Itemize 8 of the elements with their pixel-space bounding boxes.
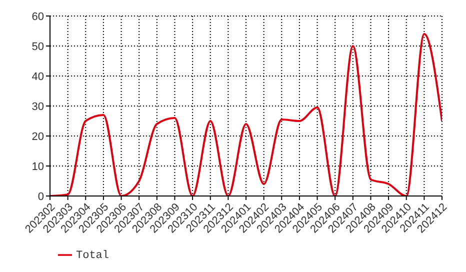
legend-label: Total xyxy=(76,250,110,262)
y-tick-label: 30 xyxy=(32,100,44,113)
y-tick-label: 10 xyxy=(32,160,44,173)
y-tick-label: 0 xyxy=(38,190,44,203)
y-tick-label: 40 xyxy=(32,70,44,83)
y-tick-label: 20 xyxy=(32,130,44,143)
y-tick-label: 60 xyxy=(32,10,44,23)
y-tick-label: 50 xyxy=(32,40,44,53)
